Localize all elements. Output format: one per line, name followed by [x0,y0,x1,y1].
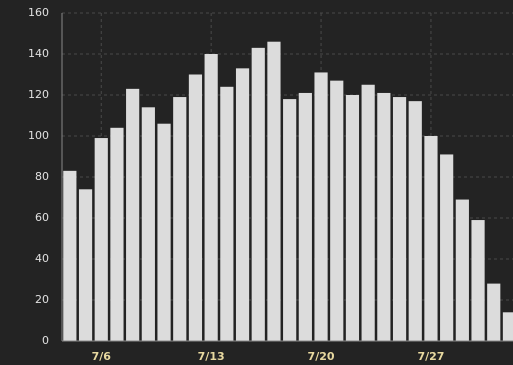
bar [314,72,328,341]
y-tick-label: 40 [35,252,49,265]
bar [408,101,422,342]
bar [157,123,171,341]
bar [235,68,250,341]
bar [188,74,203,341]
bar [471,220,485,341]
bar [78,189,93,341]
y-tick-label: 20 [35,293,49,306]
y-tick-label: 140 [28,47,49,60]
bar [110,127,124,341]
bar [267,41,281,341]
bar [455,199,469,341]
y-tick-label: 80 [35,170,49,183]
bar [94,138,108,341]
bar [361,84,375,341]
bar [126,88,140,341]
bar [173,97,187,341]
bar [392,97,407,341]
y-tick-label: 160 [28,6,49,19]
bar [345,95,360,341]
bar [204,54,218,341]
y-tick-label: 120 [28,88,49,101]
y-tick-label: 60 [35,211,49,224]
x-tick-label: 7/20 [308,350,335,363]
bar [440,154,454,341]
bar [298,92,312,341]
x-tick-label: 7/13 [198,350,225,363]
bar [283,99,297,341]
bar [424,136,438,341]
bar [141,107,155,341]
bar [330,80,344,342]
bar [487,283,501,341]
bar [502,312,513,341]
y-tick-label: 0 [42,334,49,347]
bar [377,92,391,341]
bar [63,170,77,341]
x-tick-label: 7/27 [417,350,444,363]
y-tick-label: 100 [28,129,49,142]
bar [220,86,234,341]
x-tick-label: 7/6 [92,350,112,363]
bar [251,47,265,341]
